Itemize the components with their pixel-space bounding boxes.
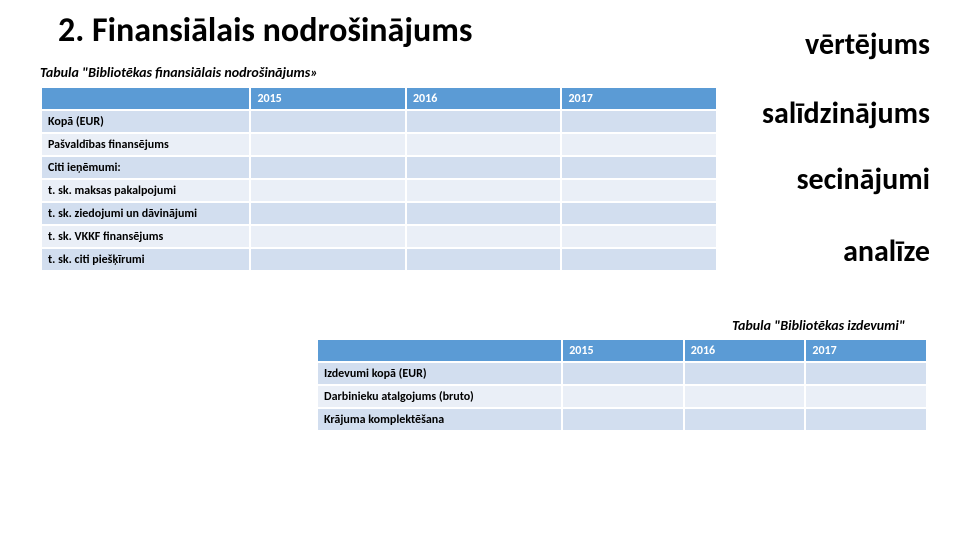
table1-rowlabel-5: t. sk. VKKF finansējums — [41, 225, 250, 248]
table1-cell — [250, 202, 406, 225]
table-row: Citi ieņēmumi: — [41, 156, 717, 179]
table1-rowlabel-4: t. sk. ziedojumi un dāvinājumi — [41, 202, 250, 225]
table1-cell — [250, 110, 406, 133]
table2-cell — [805, 385, 927, 408]
side-word-3: secinājumi — [797, 161, 930, 198]
table-row: Kopā (EUR) — [41, 110, 717, 133]
table2-cell — [684, 385, 806, 408]
side-word-2: salīdzinājums — [762, 95, 930, 132]
table2-header-row: 2015 2016 2017 — [317, 339, 927, 362]
table-finansejums: 2015 2016 2017 Kopā (EUR) Pašvaldības fi… — [40, 86, 718, 272]
table2-cell — [805, 408, 927, 431]
table1-cell — [250, 225, 406, 248]
table2-cell — [562, 385, 684, 408]
table1-cell — [561, 156, 717, 179]
table1-cell — [250, 248, 406, 271]
table2-col-1: 2016 — [684, 339, 806, 362]
table2-col-2: 2017 — [805, 339, 927, 362]
table2-header-blank — [317, 339, 562, 362]
table-row: t. sk. ziedojumi un dāvinājumi — [41, 202, 717, 225]
table-row: t. sk. VKKF finansējums — [41, 225, 717, 248]
table1-cell — [250, 133, 406, 156]
table1-cell — [561, 248, 717, 271]
table1-col-2: 2017 — [561, 87, 717, 110]
table-row: t. sk. citi piešķīrumi — [41, 248, 717, 271]
table1-cell — [250, 179, 406, 202]
table1-rowlabel-1: Pašvaldības finansējums — [41, 133, 250, 156]
table2-cell — [684, 362, 806, 385]
table-row: t. sk. maksas pakalpojumi — [41, 179, 717, 202]
table-row: Darbinieku atalgojums (bruto) — [317, 385, 927, 408]
table2-cell — [805, 362, 927, 385]
table1-cell — [406, 110, 562, 133]
table-row: Krājuma komplektēšana — [317, 408, 927, 431]
table-row: Pašvaldības finansējums — [41, 133, 717, 156]
table2-cell — [562, 408, 684, 431]
table1-cell — [561, 179, 717, 202]
table1-rowlabel-3: t. sk. maksas pakalpojumi — [41, 179, 250, 202]
table1-cell — [406, 179, 562, 202]
table1-cell — [406, 156, 562, 179]
table1-cell — [561, 225, 717, 248]
table1-cell — [406, 225, 562, 248]
table-izdevumi: 2015 2016 2017 Izdevumi kopā (EUR) Darbi… — [316, 338, 928, 432]
table2-caption: Tabula "Bibliotēkas izdevumi" — [732, 317, 905, 334]
table1-cell — [561, 133, 717, 156]
table1-rowlabel-2: Citi ieņēmumi: — [41, 156, 250, 179]
table2-rowlabel-0: Izdevumi kopā (EUR) — [317, 362, 562, 385]
table1-cell — [406, 202, 562, 225]
table1-rowlabel-0: Kopā (EUR) — [41, 110, 250, 133]
table1-cell — [406, 248, 562, 271]
slide: 2. Finansiālais nodrošinājums vērtējums … — [0, 0, 960, 540]
table1-cell — [561, 202, 717, 225]
table1-cell — [406, 133, 562, 156]
page-title: 2. Finansiālais nodrošinājums — [58, 10, 472, 51]
table1-cell — [561, 110, 717, 133]
table1-col-1: 2016 — [406, 87, 562, 110]
table2-cell — [684, 408, 806, 431]
table1-header-row: 2015 2016 2017 — [41, 87, 717, 110]
table1-rowlabel-6: t. sk. citi piešķīrumi — [41, 248, 250, 271]
side-word-4: analīze — [843, 233, 930, 270]
table2-col-0: 2015 — [562, 339, 684, 362]
side-word-1: vērtējums — [805, 26, 930, 63]
table2-rowlabel-2: Krājuma komplektēšana — [317, 408, 562, 431]
table2-rowlabel-1: Darbinieku atalgojums (bruto) — [317, 385, 562, 408]
table2-cell — [562, 362, 684, 385]
table1-header-blank — [41, 87, 250, 110]
table1-cell — [250, 156, 406, 179]
table1-col-0: 2015 — [250, 87, 406, 110]
table1-caption: Tabula "Bibliotēkas finansiālais nodroši… — [40, 64, 318, 81]
table-row: Izdevumi kopā (EUR) — [317, 362, 927, 385]
